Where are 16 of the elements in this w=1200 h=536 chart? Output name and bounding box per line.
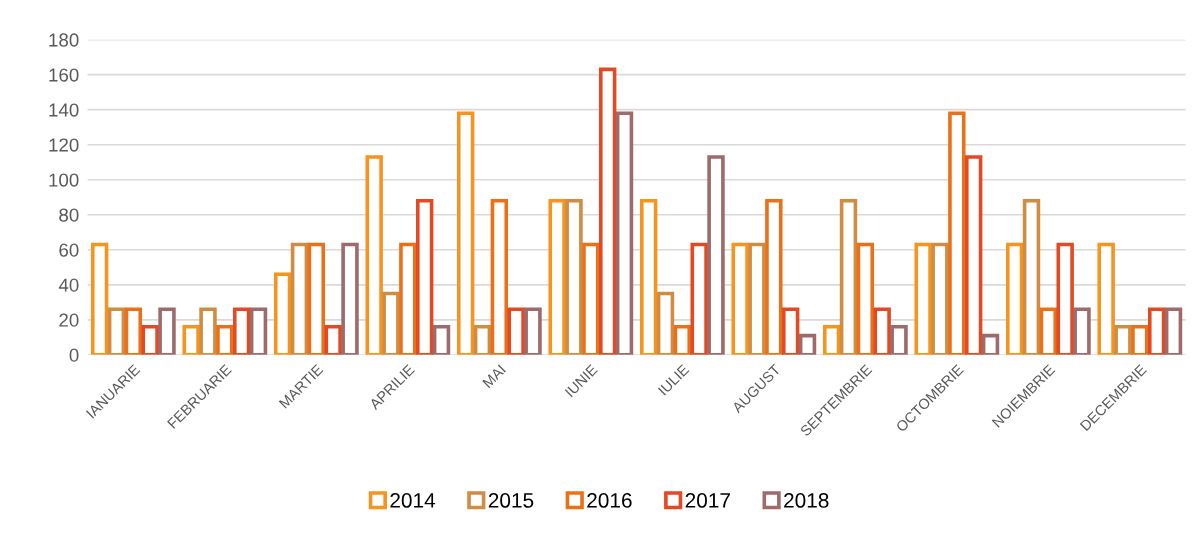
- legend-label: 2016: [587, 493, 632, 508]
- y-tick-label: 100: [49, 173, 79, 187]
- y-tick-label: 0: [69, 348, 79, 362]
- y-tick-label: 60: [59, 243, 79, 257]
- legend-label: 2014: [390, 493, 436, 508]
- legend-label: 2018: [784, 493, 829, 508]
- x-tick-label: MAI: [482, 364, 506, 389]
- y-tick-label: 160: [49, 68, 79, 82]
- y-tick-label: 40: [58, 278, 79, 292]
- legend-label: 2015: [488, 493, 534, 508]
- y-tick-label: 80: [59, 208, 79, 222]
- y-tick-label: 140: [49, 103, 79, 117]
- y-tick-label: 180: [49, 33, 79, 47]
- y-tick-label: 20: [59, 313, 79, 327]
- legend-label: 2017: [685, 493, 730, 508]
- y-tick-label: 120: [49, 138, 79, 152]
